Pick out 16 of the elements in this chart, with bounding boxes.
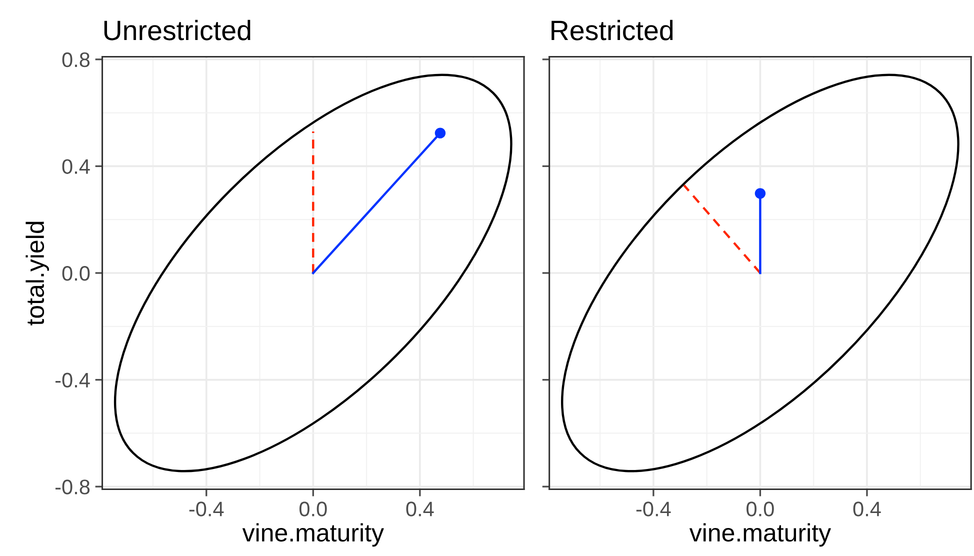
x-tick-label: 0.4 xyxy=(406,502,434,516)
x-tick-label: 0.4 xyxy=(853,502,881,516)
chart-title: Restricted xyxy=(552,20,673,40)
x-tick-label: 0.0 xyxy=(299,502,327,516)
x-tick-label: -0.4 xyxy=(636,502,671,516)
y-tick-label: 0.4 xyxy=(62,159,90,174)
x-axis-title: vine.maturity xyxy=(689,523,832,547)
x-tick-label: 0.0 xyxy=(746,502,774,516)
x-tick-label: -0.4 xyxy=(189,502,224,516)
y-axis-title: total.yield xyxy=(26,222,50,326)
y-tick-label: 0.0 xyxy=(62,266,90,281)
y-tick-label: -0.4 xyxy=(55,372,90,388)
x-axis-title: vine.maturity xyxy=(242,523,384,547)
y-tick-label: -0.8 xyxy=(55,480,90,494)
chart-title: Unrestricted xyxy=(104,20,250,40)
y-tick-label: 0.8 xyxy=(62,52,90,68)
